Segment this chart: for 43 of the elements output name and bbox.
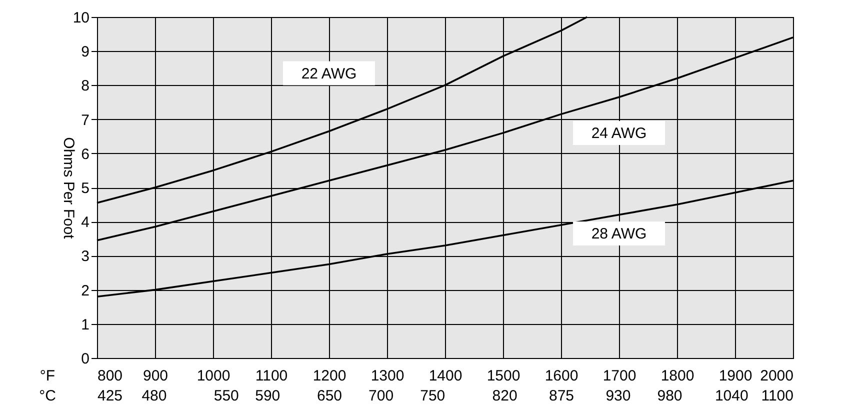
x2-tick-label: 590 (255, 388, 280, 404)
x2-tick-label: 875 (548, 388, 574, 404)
x-tick-label: 1600 (544, 368, 578, 384)
text: 22 AWG (301, 65, 357, 82)
x2-tick-label: 1040 (714, 388, 748, 404)
x2-tick-label: 980 (657, 388, 682, 404)
y-tick-label: 7 (81, 112, 90, 129)
x-tick-label: 800 (98, 368, 123, 384)
y-tick-label: 6 (81, 146, 90, 163)
y-tick-label: 8 (81, 78, 90, 95)
y-tick-label: 10 (72, 10, 90, 26)
x2-tick-label: 930 (606, 388, 631, 404)
x-tick-label: 1700 (602, 368, 636, 384)
x-tick-label: 1800 (660, 368, 694, 384)
series-label: 28 AWG (591, 226, 647, 243)
x-tick-label: 1000 (196, 368, 230, 384)
x2-tick-label: 820 (492, 388, 518, 404)
y-tick-label: 2 (81, 282, 90, 300)
x2-tick-label: 425 (98, 388, 123, 404)
x-tick-label: 2000 (760, 368, 794, 384)
x-tick-label: 1200 (312, 368, 346, 384)
y-tick-label: 0 (81, 350, 90, 368)
x2-tick-label: 550 (214, 388, 239, 404)
x2-axis-title: °C (39, 388, 56, 404)
x2-tick-label: 1100 (761, 388, 794, 404)
y-tick-label: 3 (81, 248, 90, 266)
x-tick-label: 1900 (718, 368, 752, 384)
x2-tick-label: 480 (142, 388, 167, 404)
x-tick-label: 1400 (428, 368, 462, 384)
y-tick-label: 5 (81, 180, 90, 197)
x-tick-label: 900 (142, 368, 168, 384)
x-tick-label: 1500 (486, 368, 520, 384)
x-axis-title: °F (40, 368, 56, 384)
x-tick-label: 1300 (370, 368, 404, 384)
x2-tick-label: 650 (316, 388, 342, 404)
y-tick-label: 9 (81, 44, 90, 61)
y-tick-label: 1 (81, 316, 90, 334)
x2-tick-label: 750 (420, 388, 446, 404)
x-tick-label: 1100 (255, 368, 288, 384)
y-axis-title: Ohms Per Foot (60, 137, 77, 240)
y-tick-label: 4 (81, 214, 90, 232)
x2-tick-label: 700 (368, 388, 394, 404)
series-label: 24 AWG (591, 124, 647, 142)
